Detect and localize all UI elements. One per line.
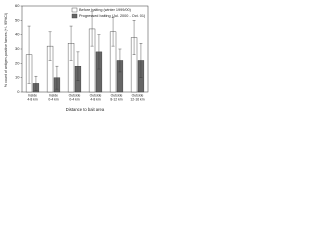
- error-bar: [76, 51, 80, 81]
- error-bar: [48, 31, 52, 61]
- x-tick-label: 8-12 km: [110, 97, 122, 101]
- x-tick-label: 12-16 km: [130, 97, 144, 101]
- x-tick-label: 0-4 km: [69, 97, 80, 101]
- x-tick-label: 4-8 km: [90, 97, 101, 101]
- error-bar: [69, 25, 73, 61]
- error-bar: [90, 11, 94, 47]
- y-tick-label: 40: [15, 32, 20, 37]
- error-bar: [27, 25, 31, 84]
- x-axis-title: Distance to bait area: [66, 107, 105, 112]
- x-tick-label: 4-8 km: [27, 97, 38, 101]
- error-bar: [139, 43, 143, 78]
- legend-label: Before baiting (winter 1999/00): [79, 8, 132, 12]
- x-tick-label: 0-4 km: [48, 97, 59, 101]
- x-tick-label: Outside: [69, 93, 81, 97]
- y-tick-label: 0: [17, 89, 20, 94]
- y-tick-label: 20: [15, 60, 20, 65]
- x-tick-label: Inside: [49, 93, 58, 97]
- error-bar: [97, 34, 101, 70]
- y-tick-label: 50: [15, 17, 20, 22]
- x-tick-label: Outside: [90, 93, 102, 97]
- chart: % count of antigen-positive faeces (+/- …: [4, 3, 149, 112]
- y-axis-title: % count of antigen-positive faeces (+/- …: [4, 13, 8, 87]
- error-bar: [34, 76, 38, 91]
- error-bar: [132, 20, 136, 55]
- error-bar: [118, 48, 122, 73]
- legend-swatch: [71, 7, 78, 13]
- x-tick-label: Outside: [111, 93, 123, 97]
- x-tick-label: Inside: [28, 93, 37, 97]
- x-tick-label: Outside: [132, 93, 144, 97]
- error-bar: [55, 66, 59, 90]
- legend-swatch: [71, 13, 78, 19]
- y-tick-label: 10: [15, 75, 20, 80]
- y-tick-label: 60: [15, 3, 20, 8]
- y-tick-label: 30: [15, 46, 20, 51]
- error-bar: [111, 17, 115, 47]
- legend-label: Progressed baiting (Jul. 2000 - Oct. 01): [79, 14, 146, 18]
- plot-frame: [21, 5, 149, 93]
